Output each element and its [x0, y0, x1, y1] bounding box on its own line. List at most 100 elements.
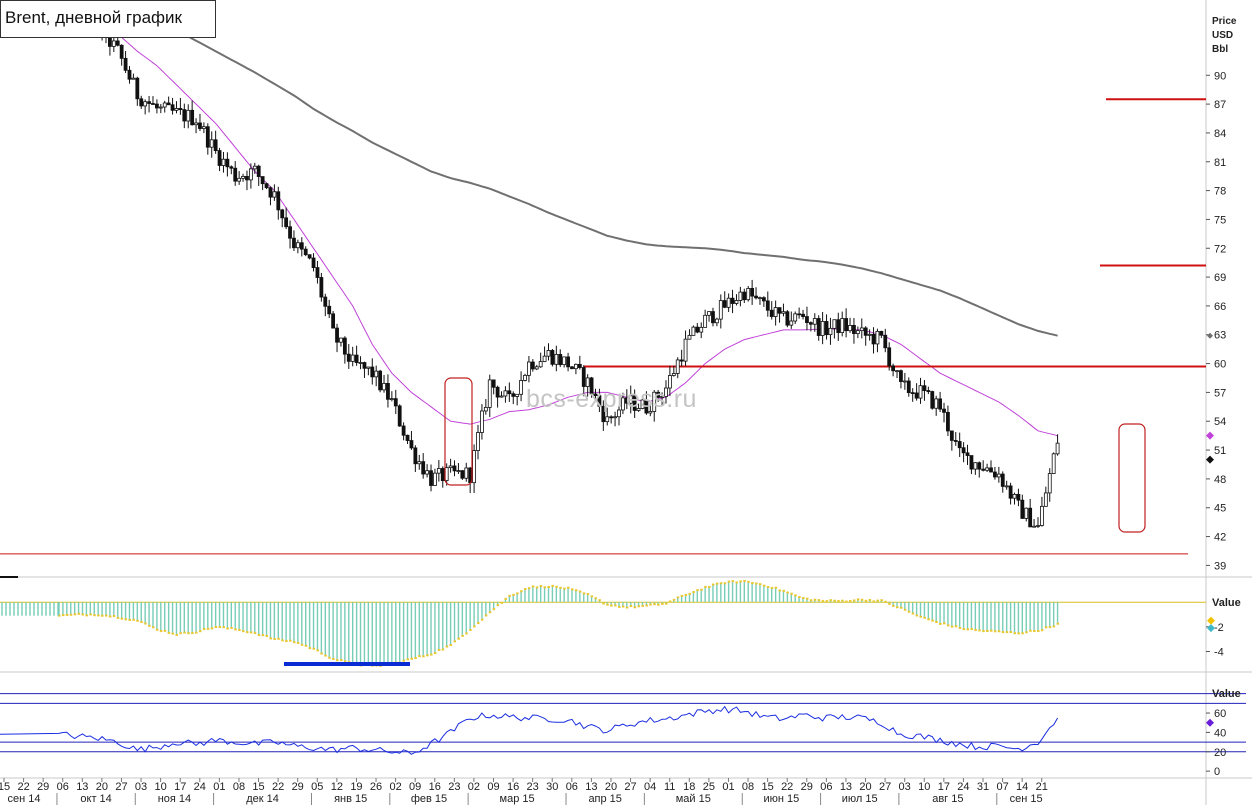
oscillator-bar-tip — [73, 613, 77, 616]
oscillator-bar-tip — [555, 585, 558, 588]
candle-body — [628, 395, 633, 404]
time-day-label: 07 — [996, 781, 1008, 793]
price-tick-label: 42 — [1214, 532, 1226, 544]
oscillator-bar-tip — [484, 614, 488, 617]
oscillator-bar-tip — [751, 581, 754, 584]
time-day-label: 15 — [252, 781, 264, 793]
oscillator-bar-tip — [433, 652, 437, 655]
oscillator-bar-tip — [269, 637, 272, 640]
candle-body — [648, 411, 653, 414]
oscillator-bar-tip — [911, 612, 915, 615]
oscillator-bar-tip — [664, 602, 668, 605]
candle-body — [143, 101, 148, 107]
candle-body — [237, 177, 242, 182]
oscillator-bar-tip — [657, 603, 660, 606]
oscillator-bar-tip — [849, 600, 852, 603]
price-tick-label: 57 — [1214, 387, 1226, 399]
oscillator-bar-tip — [966, 628, 970, 631]
oscillator-bar-tip — [786, 591, 789, 594]
oscillator-bar-tip — [543, 586, 547, 589]
chart-title: Brent, дневной график — [0, 0, 216, 38]
oscillator-bar-tip — [222, 626, 225, 629]
candle-body — [354, 354, 359, 363]
oscillator-bar-tip — [343, 660, 347, 663]
price-tick-label: 69 — [1214, 272, 1226, 284]
candle-body — [746, 287, 751, 301]
candle-body — [460, 470, 465, 479]
candle-body — [832, 319, 837, 329]
oscillator-bar-tip — [958, 626, 962, 629]
candle-body — [722, 300, 727, 308]
candle-body — [491, 379, 496, 388]
oscillator-bar-tip — [336, 659, 339, 662]
oscillator-bar-tip — [633, 606, 637, 609]
oscillator-bar-tip — [218, 626, 222, 629]
oscillator-bar-tip — [210, 627, 214, 630]
oscillator-bar-tip — [629, 605, 633, 608]
oscillator-bar-tip — [132, 618, 135, 621]
candle-body — [718, 300, 723, 320]
candle-body — [742, 291, 747, 301]
oscillator-bar-tip — [104, 614, 108, 617]
candle-body — [711, 311, 715, 324]
oscillator-bar-tip — [606, 603, 609, 606]
time-day-label: 29 — [801, 781, 813, 793]
oscillator-bar-tip — [641, 604, 644, 607]
oscillator-bar-tip — [1033, 630, 1036, 633]
oscillator-bar-tip — [1044, 626, 1048, 629]
candle-body — [288, 226, 292, 239]
oscillator-bar-tip — [320, 652, 323, 655]
time-day-label: 05 — [311, 781, 323, 793]
candle-body — [918, 385, 923, 399]
candle-body — [993, 471, 997, 478]
oscillator-bar-tip — [85, 614, 88, 617]
time-day-label: 03 — [135, 781, 147, 793]
time-day-label: 04 — [644, 781, 656, 793]
candle-body — [162, 102, 167, 108]
oscillator-bar-tip — [758, 583, 762, 586]
time-day-label: 30 — [546, 781, 558, 793]
sma-long-line — [136, 7, 1058, 337]
oscillator-bar-tip — [101, 614, 104, 617]
candle-body — [233, 167, 238, 182]
oscillator-bar-tip — [962, 628, 966, 631]
candle-body — [855, 330, 860, 334]
candle-body — [714, 318, 719, 324]
oscillator-bar-tip — [312, 647, 316, 650]
candle-body — [617, 409, 621, 418]
candle-body — [730, 297, 735, 304]
oscillator-bar-tip — [441, 648, 445, 651]
oscillator-bar-tip — [116, 616, 120, 619]
candle-body — [961, 447, 966, 454]
price-axis-title-line2: USD — [1212, 30, 1234, 41]
time-day-label: 22 — [272, 781, 284, 793]
candle-body — [151, 103, 155, 105]
rsi-axis-title: Value — [1212, 688, 1241, 700]
oscillator-bar-tip — [453, 640, 457, 643]
candle-body — [123, 57, 128, 71]
oscillator-bar-tip — [778, 589, 782, 592]
candle-body — [538, 361, 543, 368]
oscillator-bar-tip — [872, 600, 876, 603]
candle-body — [487, 379, 492, 408]
oscillator-bar-tip — [888, 602, 891, 605]
oscillator-bar-tip — [590, 595, 594, 598]
oscillator-bar-tip — [112, 615, 116, 618]
candle-body — [523, 374, 527, 381]
candle-body — [221, 158, 226, 166]
oscillator-bar-tip — [774, 586, 778, 589]
candle-body — [812, 318, 817, 325]
price-tick-label: 63 — [1214, 330, 1226, 342]
candle-body — [683, 338, 688, 362]
candle-body — [292, 237, 296, 249]
time-day-label: 02 — [389, 781, 401, 793]
oscillator-bar-tip — [747, 580, 750, 583]
price-tick-label: 51 — [1214, 445, 1226, 457]
oscillator-bar-tip — [277, 637, 280, 640]
candle-body — [946, 411, 950, 432]
candle-body — [425, 470, 430, 475]
time-month-label: янв 15 — [334, 793, 367, 805]
candle-body — [953, 440, 958, 442]
candle-body — [115, 40, 120, 46]
time-month-label: ноя 14 — [158, 793, 191, 805]
